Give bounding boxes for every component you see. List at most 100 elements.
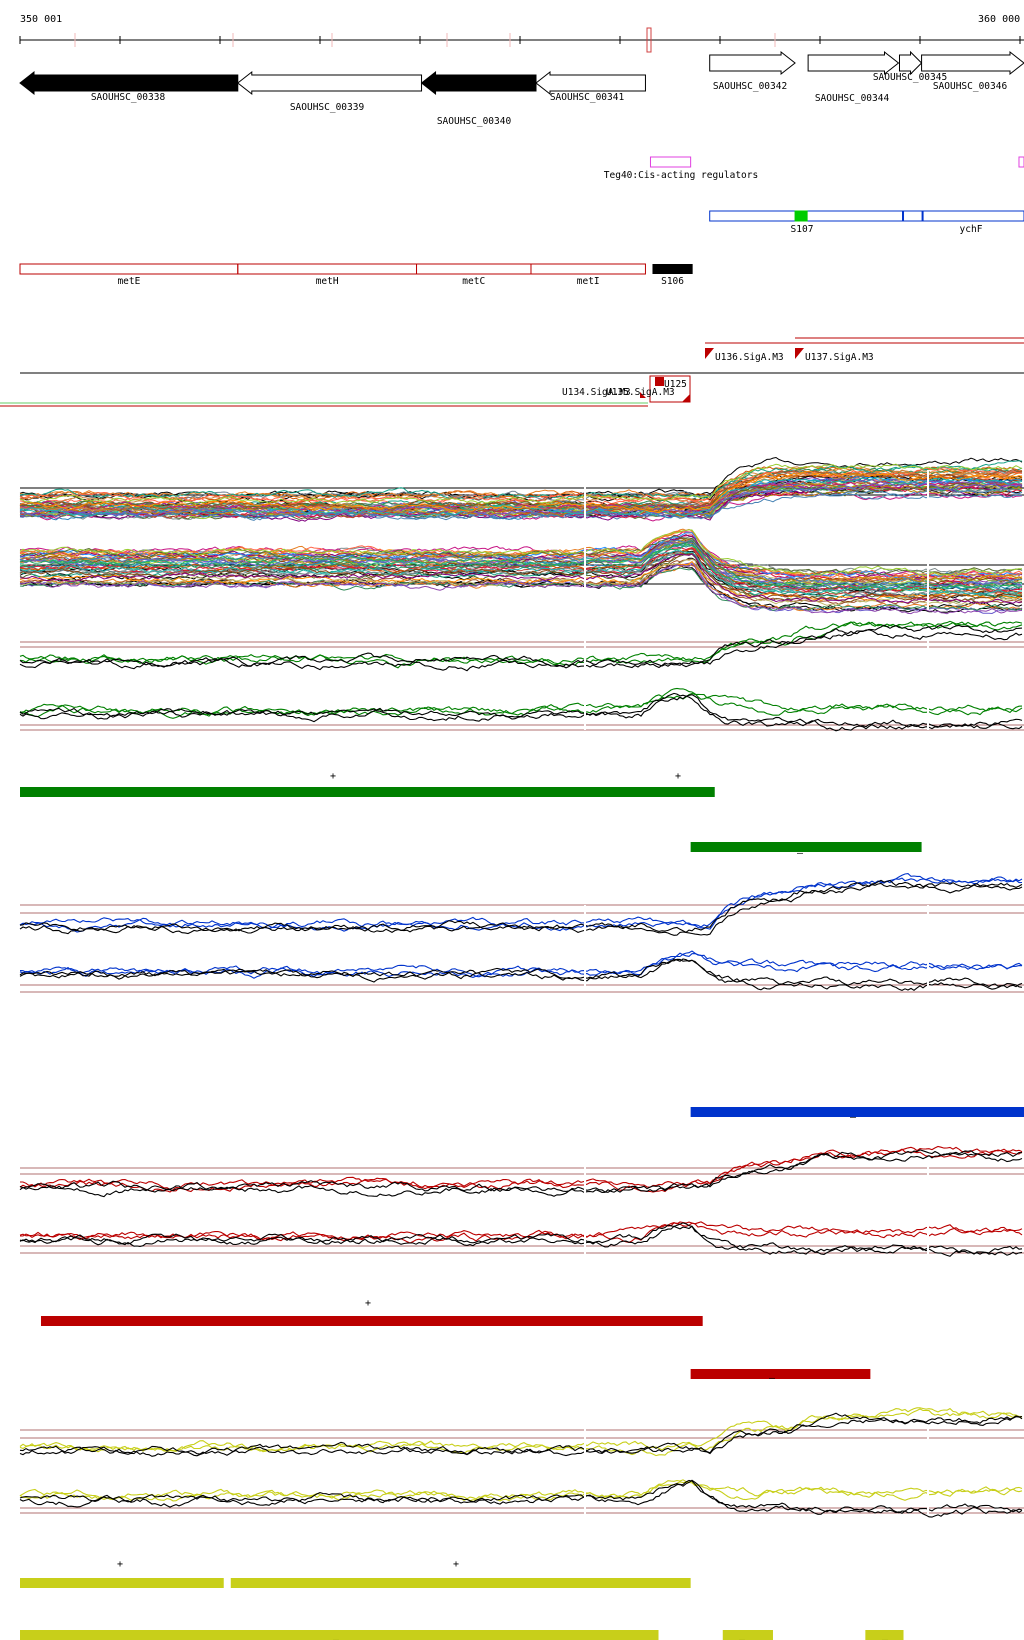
expression-profile-bundles: [19, 456, 1024, 615]
minus-strand-bar: [722, 1630, 773, 1640]
minus-strand-symbol: –: [769, 1373, 776, 1384]
gene-arrow: [535, 70, 646, 96]
minus-strand-bar: [20, 1630, 659, 1640]
regulator-label: Teg40:Cis-acting regulators: [604, 170, 758, 181]
coordinate-ruler: 350 001 360 000: [20, 14, 1024, 41]
expression-profile-line: [19, 529, 1023, 577]
gene-label: SAOUHSC_00342: [713, 81, 787, 92]
expression-profile-line: [19, 534, 1023, 580]
condition-profile-line: [19, 1481, 1023, 1502]
expression-profile-line: [19, 539, 1023, 587]
expression-profile-line: [19, 460, 1023, 501]
expression-profile-line: [19, 481, 1023, 513]
condition-profile-line: [19, 958, 1023, 992]
condition-profile-line: [19, 1412, 1023, 1457]
expression-profile-line: [19, 482, 1023, 512]
tu-label: U125: [664, 379, 687, 390]
plus-strand-symbol: +: [330, 771, 336, 782]
gene-label: SAOUHSC_00345: [873, 72, 947, 83]
red-operon-box: [237, 263, 418, 275]
red-operon-label: metC: [462, 276, 485, 287]
regulator-track: Teg40:Cis-acting regulators: [604, 156, 1024, 181]
ruler-start-label: 350 001: [20, 14, 62, 25]
expression-profile-line: [19, 563, 1023, 615]
tu-label: U135.SigA.M3: [606, 387, 675, 398]
condition-profile-line: [19, 1408, 1023, 1457]
blue-operon-box: [903, 210, 1024, 222]
gene-arrow: [898, 50, 923, 76]
minus-strand-symbol: –: [739, 1635, 746, 1640]
condition-profile-line: [19, 1224, 1023, 1257]
blue-operon-track: S107 ychF: [709, 210, 1024, 235]
minus-strand-bar: [690, 842, 922, 852]
expression-profile-line: [19, 544, 1023, 591]
condition-profile-line: [19, 952, 1023, 978]
red-operon-box: [19, 263, 239, 275]
minus-strand-symbol: –: [850, 1112, 857, 1123]
condition-profile-line: [19, 1479, 1023, 1518]
gene-label: SAOUHSC_00341: [550, 92, 625, 103]
tu-box: [649, 375, 691, 403]
condition-tracks: + + – – + – + + – – –: [19, 620, 1024, 1640]
expression-profile-line: [19, 467, 1023, 505]
operon-signal-marker: [794, 210, 808, 222]
gene-arrow: [420, 70, 537, 96]
transcription-unit-track: U136.SigA.M3 U137.SigA.M3 U134.SigA.M3U135…: [0, 337, 1024, 407]
expression-profile-line: [19, 535, 1023, 576]
plus-strand-bar: [230, 1578, 691, 1588]
expression-profile-line: [19, 537, 1023, 584]
minus-strand-bar: [865, 1630, 904, 1640]
expression-profile-line: [19, 547, 1022, 600]
regulator-box: [649, 156, 692, 168]
condition-profile-line: [19, 1407, 1023, 1453]
plus-strand-bar: [40, 1316, 703, 1326]
expression-profile-line: [19, 532, 1023, 580]
minus-strand-bar: [690, 1107, 1024, 1117]
condition-profile-line: [19, 629, 1023, 672]
expression-profile-line: [19, 549, 1023, 595]
gene-label: SAOUHSC_00346: [933, 81, 1008, 92]
tu-label: U137.SigA.M3: [805, 352, 874, 363]
plus-strand-symbol: +: [675, 771, 681, 782]
condition-profile-line: [19, 879, 1023, 936]
minus-strand-symbol: –: [797, 848, 804, 859]
gene-label: SAOUHSC_00339: [290, 102, 365, 113]
tu-start-flag: [795, 348, 804, 359]
plus-strand-symbol: +: [365, 1298, 371, 1309]
minus-strand-symbol: –: [333, 1635, 340, 1640]
tu-end-flag: [640, 392, 646, 398]
tu-start-flag: [705, 348, 714, 359]
condition-profile-line: [19, 876, 1023, 933]
ruler-ticks: [19, 27, 1021, 53]
condition-profile-line: [19, 687, 1023, 717]
gene-track: SAOUHSC_00338 SAOUHSC_00339 SAOUHSC_00340 S…: [19, 50, 1024, 127]
red-operon-box: [530, 263, 646, 275]
condition-profile-line: [19, 873, 1023, 930]
condition-profile-line: [19, 1222, 1023, 1256]
expression-profile-line: [19, 553, 1023, 605]
tu-label: U134.SigA.M3: [562, 387, 631, 398]
red-operon-label: metE: [117, 276, 140, 287]
blue-operon-label: S107: [791, 224, 814, 235]
tu-end-flag: [682, 394, 690, 402]
blue-operon-label: ychF: [960, 224, 983, 235]
condition-profile-line: [19, 620, 1023, 667]
minus-strand-symbol: –: [882, 1635, 889, 1640]
plus-strand-symbol: +: [453, 1559, 459, 1570]
expression-profile-line: [19, 552, 1023, 600]
expression-profile-line: [19, 528, 1023, 581]
expression-profile-line: [19, 540, 1023, 590]
condition-profile-line: [19, 1148, 1023, 1193]
gene-label: SAOUHSC_00344: [815, 93, 890, 104]
tu-marker: [655, 377, 664, 386]
red-operon-box: [416, 263, 532, 275]
red-operon-label: metI: [577, 276, 600, 287]
gene-arrow: [19, 70, 239, 96]
regulator-box: [1018, 156, 1024, 168]
minus-strand-bar: [690, 1369, 871, 1379]
ruler-highlight-marker: [646, 27, 652, 53]
black-operon-label: S106: [661, 276, 684, 287]
gene-arrow: [921, 50, 1024, 76]
condition-profile-line: [19, 1479, 1023, 1514]
